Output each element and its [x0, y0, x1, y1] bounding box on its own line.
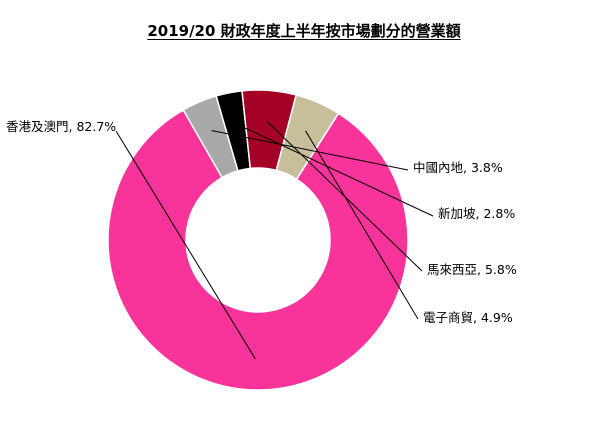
chart-title: 2019/20 財政年度上半年按市場劃分的營業額 [147, 22, 461, 40]
slice-0 [107, 108, 409, 391]
slice-4 [275, 94, 340, 181]
leader-line-2 [234, 122, 434, 217]
leader-line-4 [305, 130, 419, 320]
slice-label-0: 香港及澳門, 82.7% [6, 119, 116, 134]
leader-line-0 [115, 130, 256, 360]
slice-label-3: 馬來西亞, 5.8% [427, 262, 517, 277]
slice-label-4: 電子商貿, 4.9% [423, 310, 513, 325]
slice-label-2: 新加坡, 2.8% [438, 206, 515, 221]
slice-label-1: 中國內地, 3.8% [413, 160, 503, 175]
leader-line-1 [211, 130, 409, 171]
